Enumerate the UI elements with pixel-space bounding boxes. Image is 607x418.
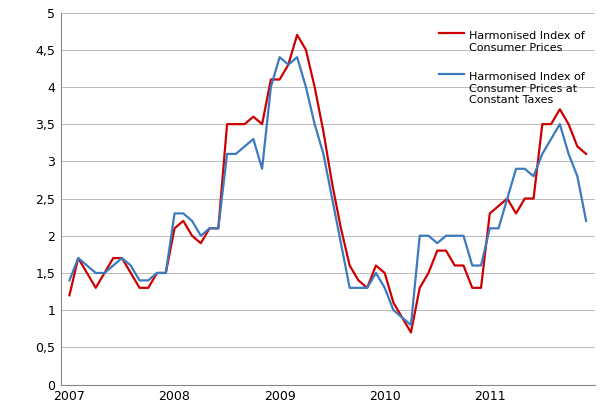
Legend: Harmonised Index of
Consumer Prices, Harmonised Index of
Consumer Prices at
Cons: Harmonised Index of Consumer Prices, Har…	[435, 18, 589, 95]
